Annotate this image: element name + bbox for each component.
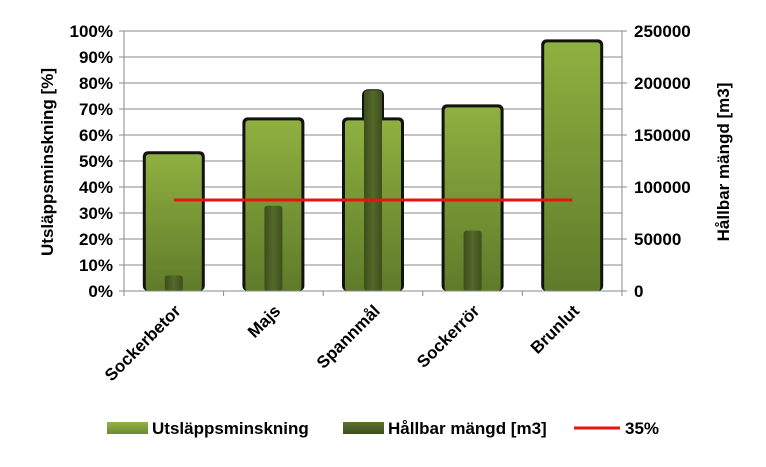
x-axis-ticks: Sockerbetor Majs Spannmål Sockerrör Brunlut [101, 301, 583, 385]
y-tick-label: 60% [79, 126, 113, 145]
legend-swatch-utslappsminskning [107, 422, 148, 434]
y2-tick-label: 100000 [634, 178, 691, 197]
y-tick-label: 100% [70, 22, 113, 41]
series-hallbar-mangd [164, 89, 482, 291]
y-tick-label: 30% [79, 204, 113, 223]
x-tick-label-majs: Majs [244, 301, 284, 341]
y-tick-label: 0% [88, 282, 113, 301]
legend-label-hallbar-mangd-m3: Hållbar mängd [m3] [388, 419, 547, 438]
y-tick-label: 70% [79, 100, 113, 119]
x-tick-label-brunlut: Brunlut [527, 301, 583, 357]
y2-tick-label: 200000 [634, 74, 691, 93]
bar-majs [245, 120, 302, 292]
y2-tick-label: 150000 [634, 126, 691, 145]
bar-brunlut [544, 42, 601, 292]
y-tick-label: 50% [79, 152, 113, 171]
y-tick-label: 90% [79, 48, 113, 67]
y2-axis-title: Hållbar mängd [m3] [714, 83, 733, 242]
y2-axis-ticks: 0 50000 100000 150000 200000 250000 [634, 22, 691, 301]
x-tick-label-sockerbetor: Sockerbetor [101, 301, 185, 385]
y-tick-label: 20% [79, 230, 113, 249]
y-axis-ticks: 0% 10% 20% 30% 40% 50% 60% 70% 80% 90% 100% [70, 22, 113, 301]
bar2-spannmal [364, 90, 382, 291]
x-tick-label-sockerror: Sockerrör [413, 301, 484, 372]
y-tick-label: 10% [79, 256, 113, 275]
y2-tick-label: 50000 [634, 230, 681, 249]
legend-swatch-hallbar-mangd-m3 [343, 422, 384, 434]
y-axis-title: Utsläppsminskning [%] [38, 68, 57, 256]
y2-tick-label: 250000 [634, 22, 691, 41]
y2-tick-label: 0 [634, 282, 643, 301]
legend-label-utslappsminskning: Utsläppsminskning [152, 419, 309, 438]
legend-label-35: 35% [625, 419, 659, 438]
axes [119, 30, 627, 296]
y-tick-label: 80% [79, 74, 113, 93]
bar-sockerbetor [145, 154, 202, 291]
bar2-majs [264, 205, 283, 291]
x-tick-label-spannmal: Spannmål [313, 301, 384, 372]
bar2-sockerbetor [164, 275, 183, 291]
legend: Utsläppsminskning Hållbar mängd [m3] 35% [107, 419, 659, 438]
bar2-sockerror [463, 230, 482, 291]
y-tick-label: 40% [79, 178, 113, 197]
